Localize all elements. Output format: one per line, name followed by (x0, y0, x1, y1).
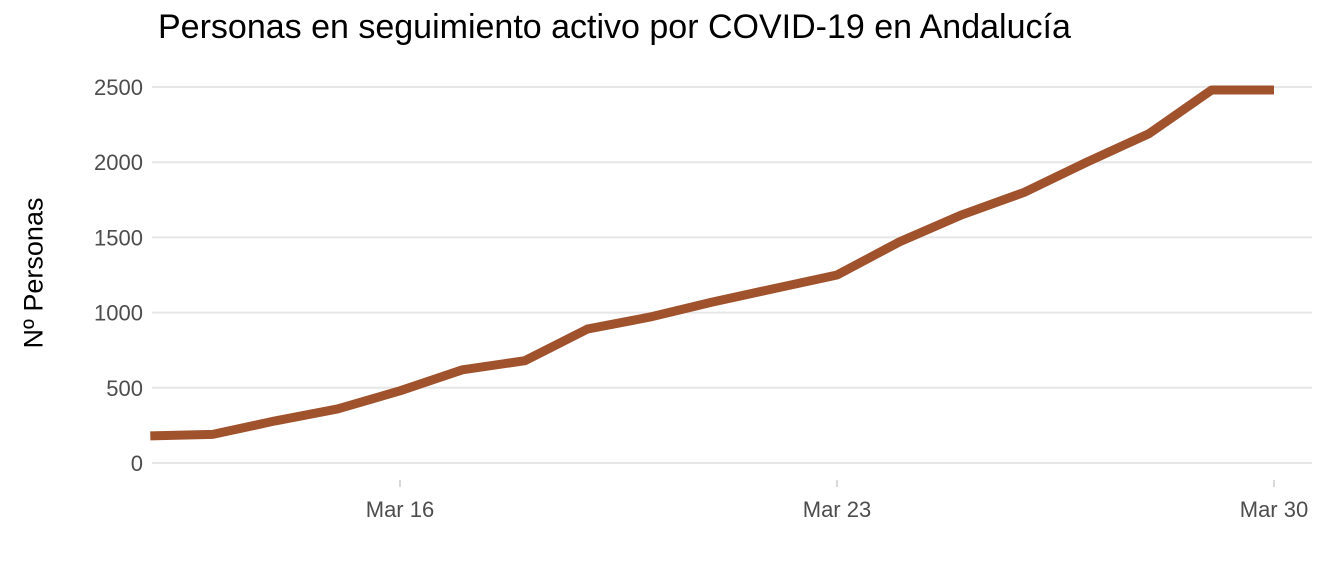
y-axis-ticks: 0 500 1000 1500 2000 2500 (94, 75, 143, 476)
y-tick-label: 1500 (94, 225, 143, 250)
y-tick-label: 2000 (94, 150, 143, 175)
y-tick-label: 2500 (94, 75, 143, 100)
series-line (150, 85, 1274, 441)
x-tick-label: Mar 23 (803, 497, 871, 522)
chart-title: Personas en seguimiento activo por COVID… (158, 8, 1071, 46)
series-layer (150, 85, 1274, 441)
y-tick-label: 500 (106, 376, 143, 401)
x-axis-ticks: Mar 16 Mar 23 Mar 30 (366, 480, 1308, 522)
grid-layer (152, 86, 1312, 464)
y-tick-label: 0 (131, 451, 143, 476)
x-tick-label: Mar 16 (366, 497, 434, 522)
y-tick-label: 1000 (94, 301, 143, 326)
x-tick-label: Mar 30 (1240, 497, 1308, 522)
